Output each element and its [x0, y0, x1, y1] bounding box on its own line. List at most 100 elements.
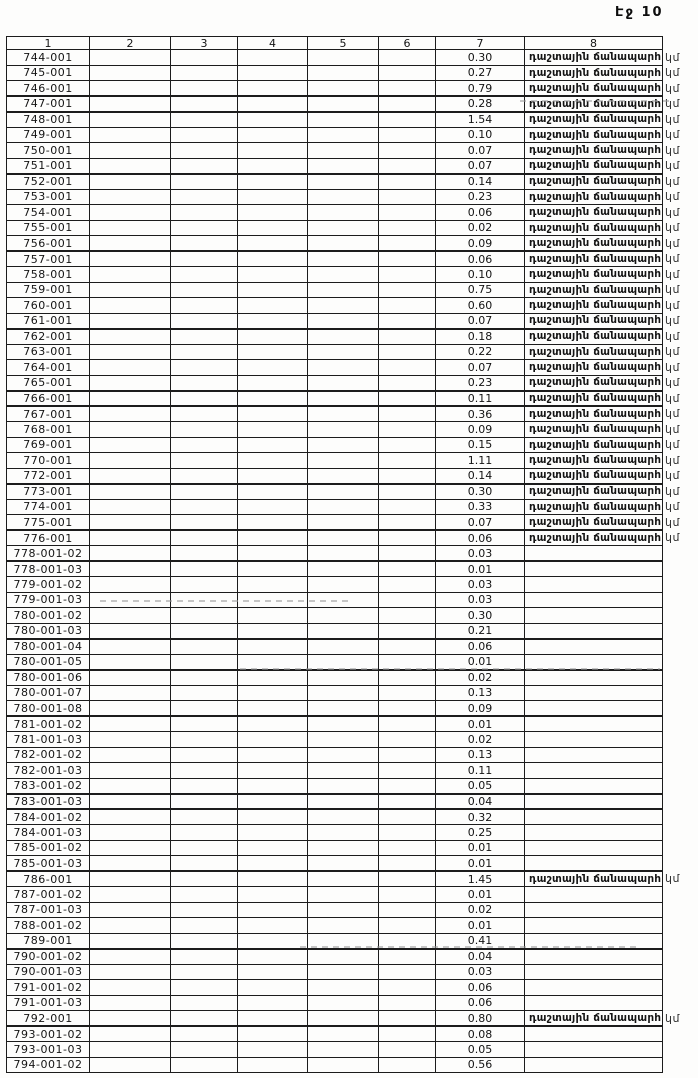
- cell-empty: [237, 1025, 308, 1042]
- cell-empty: [237, 157, 308, 175]
- cell-empty: [378, 855, 436, 872]
- cell-unit-label: կմ: [665, 50, 680, 64]
- table-row: 792-001 0.80 դաշտային ճանապարհ կմ: [6, 1010, 697, 1027]
- cell-empty: [237, 917, 308, 934]
- cell-empty: [237, 622, 308, 640]
- cell-empty: [170, 1056, 238, 1073]
- cell-empty: [170, 467, 238, 485]
- cell-empty: [170, 947, 238, 965]
- cell-unit-label: [663, 1057, 697, 1073]
- cell-empty: [307, 653, 379, 670]
- cell-area-value: 0.06: [435, 529, 525, 546]
- cell-unit-label: [663, 1042, 697, 1058]
- cell-object-id: 759-001: [6, 281, 90, 298]
- cell-empty: [89, 994, 171, 1011]
- cell-empty: [170, 932, 238, 950]
- cell-empty: [89, 700, 171, 717]
- table-row: 779-001-03 0.03: [6, 591, 697, 608]
- cell-object-id: 747-001: [6, 95, 90, 112]
- cell-empty: [307, 622, 379, 640]
- table-row: 778-001-03 0.01: [6, 560, 697, 577]
- table-row: 769-001 0.15 դաշտային ճանապարհ կմ: [6, 436, 697, 453]
- cell-empty: [237, 281, 308, 298]
- cell-area-value: 0.07: [435, 312, 525, 330]
- cell-empty: [378, 483, 436, 500]
- cell-empty: [170, 297, 238, 314]
- cell-unit-label: [663, 887, 697, 903]
- cell-unit-label: կմ: [665, 221, 680, 235]
- cell-land-type: դաշտային ճանապարհ: [524, 281, 663, 298]
- cell-area-value: 0.25: [435, 824, 525, 841]
- cell-area-value: 0.80: [435, 1010, 525, 1027]
- cell-unit-label: կմ: [665, 190, 680, 204]
- cell-land-type: դաշտային ճանապարհ: [524, 235, 663, 252]
- cell-empty: [170, 607, 238, 624]
- cell-land-type: [524, 746, 663, 763]
- cell-empty: [378, 235, 436, 252]
- cell-empty: [170, 576, 238, 593]
- cell-empty: [307, 49, 379, 66]
- cell-empty: [89, 110, 171, 128]
- cell-object-id: 756-001: [6, 235, 90, 252]
- cell-area-value: 0.36: [435, 405, 525, 422]
- cell-land-type: [524, 963, 663, 980]
- cell-land-type: [524, 700, 663, 717]
- cell-land-type: դաշտային ճանապարհ: [524, 514, 663, 531]
- cell-empty: [378, 777, 436, 795]
- cell-object-id: 744-001: [6, 49, 90, 66]
- cell-empty: [307, 979, 379, 996]
- cell-empty: [89, 932, 171, 950]
- cell-empty: [307, 80, 379, 97]
- cell-land-type: [524, 839, 663, 856]
- cell-empty: [170, 188, 238, 205]
- cell-area-value: 0.06: [435, 979, 525, 996]
- table-row: 773-001 0.30 դաշտային ճանապարհ կմ: [6, 483, 697, 500]
- cell-empty: [378, 312, 436, 330]
- cell-land-type: [524, 545, 663, 562]
- cell-unit-label: կմ: [665, 469, 680, 483]
- cell-empty: [89, 1056, 171, 1073]
- cell-object-id: 791-001-03: [6, 994, 90, 1011]
- cell-land-type: [524, 808, 663, 825]
- cell-empty: [378, 901, 436, 918]
- cell-empty: [307, 917, 379, 934]
- cell-empty: [89, 514, 171, 531]
- cell-empty: [237, 126, 308, 143]
- cell-empty: [89, 157, 171, 175]
- cell-area-value: 0.03: [435, 591, 525, 608]
- cell-land-type: դաշտային ճանապարհ: [524, 157, 663, 175]
- cell-empty: [307, 95, 379, 112]
- cell-empty: [89, 715, 171, 732]
- cell-empty: [170, 746, 238, 763]
- table-row: 779-001-02 0.03: [6, 576, 697, 593]
- cell-unit-label: [663, 639, 697, 655]
- cell-area-value: 0.07: [435, 514, 525, 531]
- table-row: 762-001 0.18 դաշտային ճանապարհ կմ: [6, 328, 697, 345]
- cell-object-id: 780-001-06: [6, 668, 90, 686]
- cell-unit-label: կմ: [665, 872, 680, 886]
- cell-land-type: դաշտային ճանապարհ: [524, 452, 663, 469]
- cell-empty: [378, 607, 436, 624]
- table-row: 760-001 0.60 դաշտային ճանապարհ կմ: [6, 297, 697, 314]
- cell-empty: [89, 359, 171, 376]
- cell-empty: [307, 762, 379, 779]
- cell-empty: [237, 777, 308, 795]
- cell-area-value: 0.07: [435, 359, 525, 376]
- cell-unit-label: կմ: [665, 143, 680, 157]
- cell-unit-label: կմ: [665, 329, 680, 343]
- cell-unit-label: կմ: [665, 236, 680, 250]
- cell-area-value: 0.04: [435, 947, 525, 965]
- cell-unit-label: [663, 747, 697, 763]
- cell-object-id: 783-001-03: [6, 793, 90, 810]
- cell-unit-label: [663, 809, 697, 825]
- cell-unit-label: [663, 592, 697, 608]
- cell-object-id: 793-001-03: [6, 1041, 90, 1058]
- cell-empty: [89, 1010, 171, 1027]
- cell-land-type: դաշտային ճանապարհ: [524, 173, 663, 190]
- cell-unit-label: կմ: [665, 391, 680, 405]
- cell-empty: [237, 638, 308, 655]
- cell-object-id: 787-001-02: [6, 886, 90, 903]
- table-row: 790-001-02 0.04: [6, 947, 697, 965]
- table-row: 782-001-02 0.13: [6, 746, 697, 763]
- cell-empty: [378, 529, 436, 546]
